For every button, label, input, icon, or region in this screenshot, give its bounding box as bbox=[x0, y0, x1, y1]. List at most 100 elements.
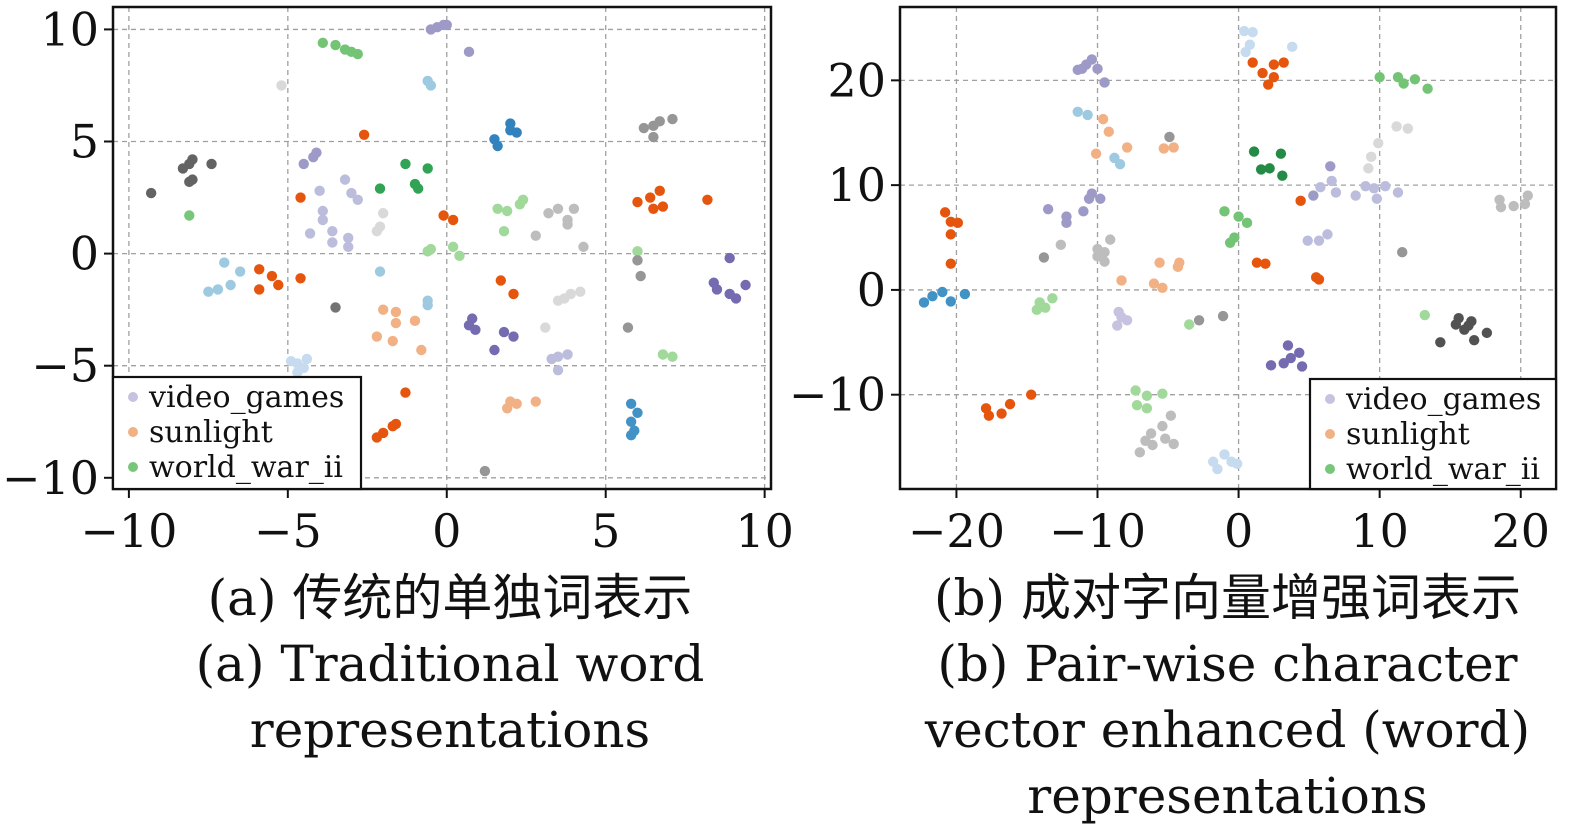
caption-a-en-line2: representations bbox=[249, 701, 651, 759]
data-point bbox=[702, 194, 713, 205]
data-point bbox=[1302, 235, 1313, 246]
data-point bbox=[1313, 235, 1325, 246]
caption-b-en-line3: representations bbox=[1027, 767, 1428, 825]
data-point bbox=[1121, 142, 1133, 153]
x-tick-label: 10 bbox=[1350, 504, 1409, 558]
data-point bbox=[1154, 257, 1165, 268]
data-point bbox=[1519, 198, 1531, 210]
data-point bbox=[425, 24, 437, 35]
data-point bbox=[1268, 72, 1280, 83]
data-point bbox=[1278, 358, 1289, 369]
data-point bbox=[470, 324, 481, 336]
data-point bbox=[330, 39, 341, 51]
data-point bbox=[422, 299, 433, 311]
data-point bbox=[632, 407, 643, 418]
data-point bbox=[740, 279, 751, 291]
data-point bbox=[317, 205, 328, 217]
data-point bbox=[266, 270, 278, 282]
data-point bbox=[945, 296, 956, 307]
data-point bbox=[1435, 337, 1446, 348]
data-point bbox=[1277, 170, 1288, 181]
data-point bbox=[1360, 180, 1371, 192]
legend-label: world_war_ii bbox=[1346, 452, 1540, 487]
data-point bbox=[724, 252, 735, 264]
data-point bbox=[1092, 63, 1103, 75]
legend-marker bbox=[1325, 394, 1335, 404]
data-point bbox=[568, 203, 580, 214]
data-point bbox=[1097, 113, 1109, 125]
data-point bbox=[416, 344, 427, 356]
data-point bbox=[1310, 272, 1322, 283]
caption-b-en-line1: (b) Pair-wise character bbox=[937, 635, 1518, 693]
legend-label: sunlight bbox=[1346, 417, 1470, 452]
data-point bbox=[501, 205, 513, 217]
data-point bbox=[1398, 78, 1409, 89]
data-point bbox=[1141, 390, 1153, 401]
data-point bbox=[575, 286, 586, 297]
axes-frame-a bbox=[111, 5, 773, 491]
data-point bbox=[463, 46, 475, 58]
data-point bbox=[254, 284, 265, 295]
data-point bbox=[1141, 403, 1153, 414]
data-point bbox=[1092, 243, 1103, 255]
data-point bbox=[1147, 439, 1158, 451]
data-point bbox=[918, 297, 930, 308]
data-point bbox=[1325, 161, 1336, 172]
data-point bbox=[346, 187, 357, 199]
data-point bbox=[1157, 282, 1168, 294]
data-point bbox=[543, 208, 554, 219]
data-point bbox=[438, 210, 449, 221]
data-point bbox=[1265, 360, 1277, 371]
data-point bbox=[295, 273, 306, 284]
data-point bbox=[1264, 163, 1275, 174]
data-point bbox=[314, 185, 325, 197]
data-point bbox=[505, 125, 516, 136]
data-point bbox=[1103, 126, 1114, 137]
data-point bbox=[1247, 57, 1258, 68]
data-point bbox=[1224, 237, 1236, 248]
legend-label: video_games bbox=[148, 380, 344, 415]
data-point bbox=[667, 113, 678, 125]
data-point bbox=[498, 326, 510, 338]
data-point bbox=[1212, 463, 1223, 475]
data-point bbox=[1078, 206, 1089, 217]
scatter-plot-a: −10 −5 0 5 10 −10 −5 0 5 10 video_gamessunlightwor… bbox=[2, 2, 794, 558]
data-point bbox=[996, 408, 1007, 419]
data-point bbox=[343, 241, 354, 253]
caption-a-zh: (a) 传统的单独词表示 bbox=[207, 569, 693, 627]
data-point bbox=[1061, 217, 1072, 229]
data-point bbox=[1286, 41, 1298, 53]
data-point bbox=[1247, 26, 1258, 38]
data-point bbox=[1278, 57, 1289, 68]
data-point bbox=[327, 237, 338, 248]
data-point bbox=[517, 194, 529, 205]
legend-marker bbox=[128, 427, 138, 437]
x-tick-label: −10 bbox=[1049, 504, 1146, 558]
data-point bbox=[1241, 217, 1253, 229]
data-point bbox=[1315, 182, 1326, 193]
x-tick-label: 20 bbox=[1491, 504, 1550, 558]
data-point bbox=[1374, 72, 1385, 83]
data-point bbox=[1422, 83, 1433, 94]
data-point bbox=[1257, 67, 1268, 79]
data-point bbox=[1131, 399, 1143, 411]
data-point bbox=[412, 183, 424, 194]
data-point bbox=[390, 306, 402, 318]
data-point bbox=[1260, 258, 1271, 269]
data-point bbox=[1282, 340, 1294, 351]
data-point bbox=[927, 291, 938, 302]
data-point bbox=[632, 246, 643, 257]
data-point bbox=[1130, 385, 1141, 396]
grid-b bbox=[900, 7, 1556, 489]
x-tick-label: 5 bbox=[591, 504, 620, 558]
data-point bbox=[1368, 183, 1380, 194]
data-point bbox=[1219, 206, 1230, 217]
data-point bbox=[1158, 143, 1170, 154]
data-point bbox=[1072, 64, 1083, 76]
data-point bbox=[1160, 433, 1171, 444]
legend-label: video_games bbox=[1345, 382, 1541, 417]
data-point bbox=[657, 201, 669, 212]
legend-box bbox=[1308, 377, 1558, 491]
data-point bbox=[654, 116, 665, 127]
data-point bbox=[489, 344, 500, 356]
